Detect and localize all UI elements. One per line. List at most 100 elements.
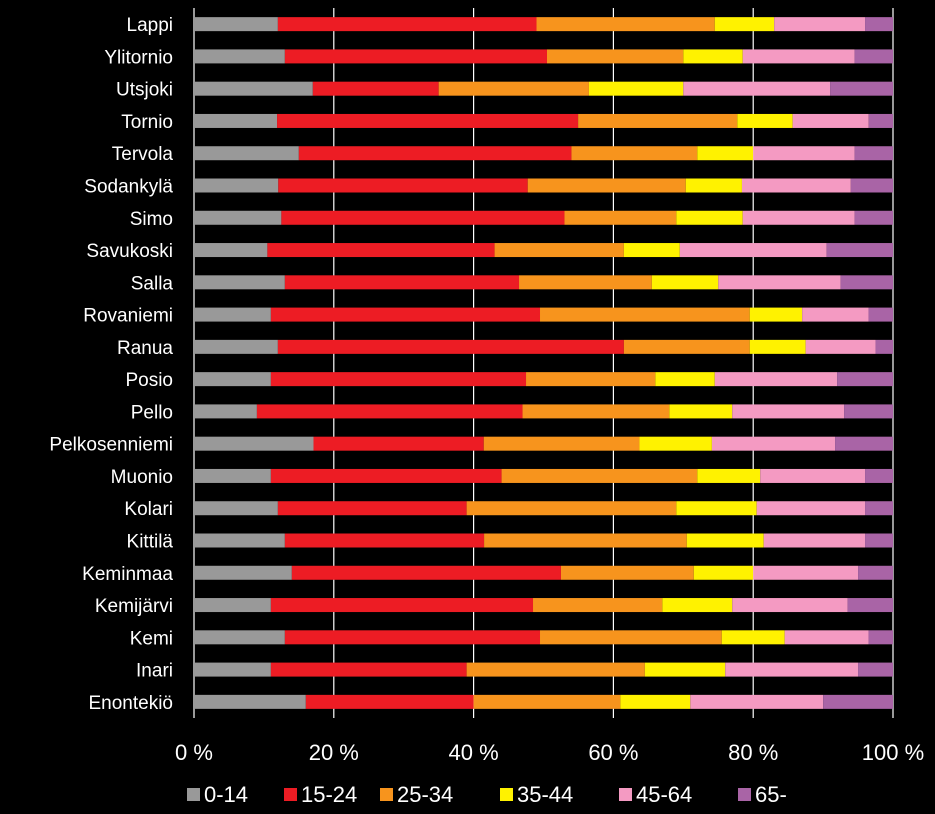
bar-segment [194,210,282,225]
bar-segment [270,372,527,387]
x-tick-label: 20 % [309,740,359,765]
bar-segment [527,178,686,193]
bar-segment [284,275,520,290]
bar-segment [683,49,743,64]
bar-segment [639,436,712,451]
bar-segment [194,436,314,451]
bar-segment [690,694,824,709]
bar-segment [721,630,785,645]
bar-segment [854,210,893,225]
category-label: Salla [131,273,174,294]
category-label: Lappi [127,15,174,36]
category-label: Ranua [117,338,173,359]
bar-segment [194,49,285,64]
bar-segment [676,501,757,516]
category-label: Simo [130,209,173,230]
x-tick-label: 80 % [728,740,778,765]
category-label: Keminmaa [82,564,173,585]
category-label: Ylitornio [104,47,173,68]
bar-segment [194,275,285,290]
bar-segment [484,533,687,548]
legend-swatch [187,788,200,801]
bar-segment [865,17,893,32]
bar-segment [560,565,694,580]
bar-segment [711,436,836,451]
bar-segment [753,146,855,161]
bar-segment [313,436,484,451]
bar-segment [298,146,572,161]
legend-label: 25-34 [397,782,453,807]
category-label: Posio [125,370,173,391]
bar-segment [725,662,859,677]
bar-segment [194,243,268,258]
bar-segment [655,372,715,387]
bar-segment [256,404,523,419]
bar-segment [277,339,624,354]
bar-segment [270,598,534,613]
bar-segment [826,243,893,258]
bar-segment [697,468,761,483]
bar-segment [546,49,684,64]
category-labels: Lappi Ylitornio Utsjoki Tornio Tervola Sodank… [49,15,173,714]
legend-label: 35-44 [517,782,573,807]
bar-segment [284,630,541,645]
bar-segment [732,404,845,419]
category-label: Kemijärvi [95,596,173,617]
bar-segment [194,501,278,516]
category-label: Savukoski [86,241,173,262]
bar-segment [679,243,827,258]
bar-segment [697,146,754,161]
bar-segment [501,468,698,483]
bar-segment [858,662,893,677]
category-label: Kemi [130,628,173,649]
bar-segment [305,694,474,709]
x-tick-label: 40 % [449,740,499,765]
bar-segment [526,372,656,387]
bar-segment [571,146,698,161]
bar-segment [749,307,803,322]
bar-segment [194,146,299,161]
bar-segment [578,113,738,128]
bar-segment [737,113,793,128]
legend-label: 15-24 [301,782,357,807]
bar-segment [623,243,680,258]
bar-segment [868,113,893,128]
bar-segment [438,81,589,96]
bar-segment [473,694,621,709]
category-label: Inari [136,661,173,682]
bar-segment [466,662,645,677]
bar-segment [194,694,306,709]
bar-segment [540,307,750,322]
bar-segment [194,113,278,128]
legend-label: 65- [755,782,787,807]
legend-swatch [380,788,393,801]
bar-segment [714,17,775,32]
bar-segment [194,662,271,677]
bar-segment [854,49,893,64]
bar-segment [312,81,439,96]
bar-segment [774,17,866,32]
bar-segment [763,533,866,548]
category-label: Tornio [121,112,173,133]
bar-segment [854,146,893,161]
bars [194,17,893,709]
bar-segment [270,307,541,322]
bar-segment [669,404,733,419]
category-label: Kittilä [127,532,174,553]
legend-label: 45-64 [636,782,692,807]
bar-segment [194,81,313,96]
bar-segment [802,307,869,322]
legend-swatch [619,788,632,801]
bar-segment [194,533,285,548]
bar-segment [844,404,893,419]
bar-segment [284,533,485,548]
category-label: Pello [131,402,173,423]
bar-segment [835,436,893,451]
bar-segment [749,339,806,354]
bar-segment [850,178,893,193]
bar-segment [483,436,640,451]
category-label: Pelkosenniemi [49,435,173,456]
legend-label: 0-14 [204,782,248,807]
bar-segment [732,598,848,613]
bar-segment [823,694,893,709]
